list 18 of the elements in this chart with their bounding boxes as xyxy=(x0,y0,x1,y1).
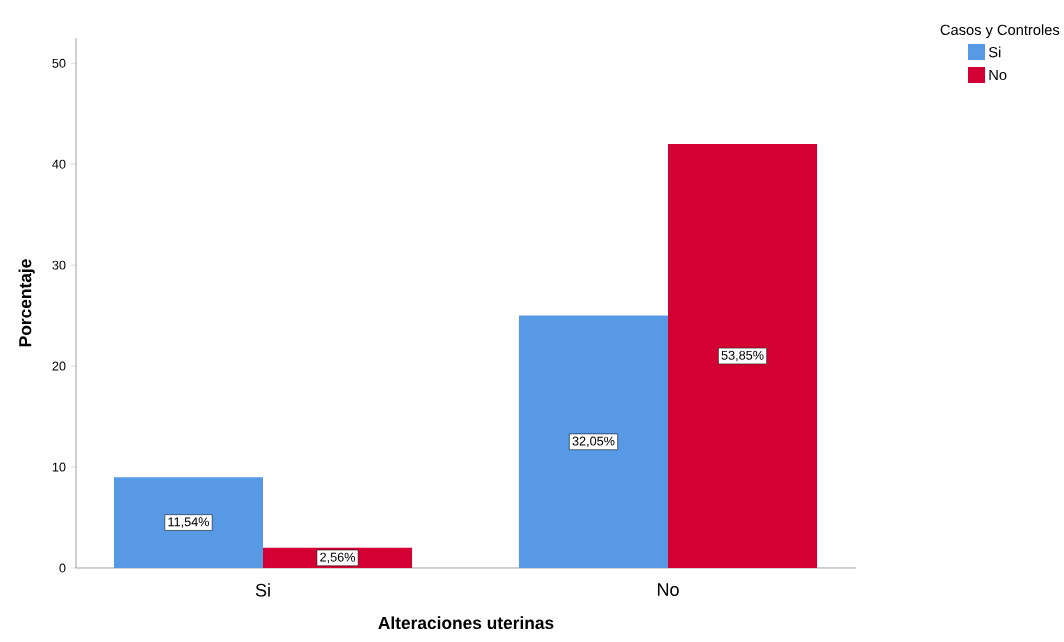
bar xyxy=(113,477,263,568)
annotation: 11,54% xyxy=(168,517,210,528)
y-tick-label: 10 xyxy=(52,462,66,472)
bar xyxy=(518,315,669,568)
y-tick-label: 20 xyxy=(52,361,66,371)
annotation: 32,05% xyxy=(572,436,615,448)
legend-label: No xyxy=(989,69,1007,81)
y-tick-label: 40 xyxy=(52,159,66,169)
y-axis-title: Porcentaje xyxy=(18,259,35,347)
legend-label: Si xyxy=(988,46,1001,58)
annotation: 53,85% xyxy=(721,350,764,362)
bar xyxy=(668,143,818,568)
x-axis-title: Alteraciones uterinas xyxy=(378,616,554,630)
y-tick-label: 30 xyxy=(52,260,66,270)
y-tick-label: 0 xyxy=(59,563,66,573)
annotation: 2,56% xyxy=(320,552,356,564)
legend-title: Casos y Controles xyxy=(940,24,1060,38)
y-tick-label: 50 xyxy=(52,58,66,68)
